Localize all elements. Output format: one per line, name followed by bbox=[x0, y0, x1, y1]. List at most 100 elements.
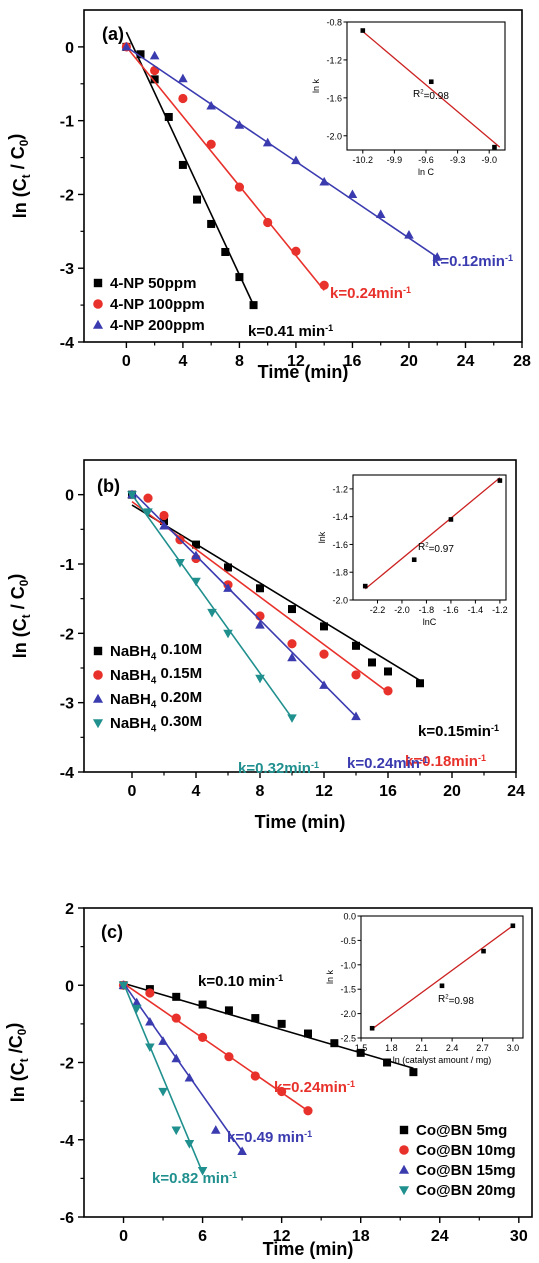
data-point bbox=[158, 1087, 168, 1097]
panel-c: 0 6 12 18 24 30 2 0 -2 -4 -6 Time (min) ln (Ct /C0) (… bbox=[4, 901, 533, 1259]
fit-line bbox=[131, 504, 421, 682]
data-point bbox=[184, 1072, 195, 1082]
data-point bbox=[256, 584, 264, 593]
series-1: k=0.15min-1 bbox=[128, 490, 499, 740]
x-axis-label: Time (min) bbox=[263, 1239, 354, 1259]
x-tick-label: 8 bbox=[235, 353, 244, 370]
legend-entry: 4-NP 50ppm bbox=[110, 275, 196, 292]
x-tick-label: 8 bbox=[256, 783, 265, 800]
data-point bbox=[319, 649, 329, 659]
legend-marker bbox=[92, 319, 104, 329]
x-tick-label: 6 bbox=[198, 1228, 207, 1245]
legend-entry: NaBH4 0.30M bbox=[110, 713, 202, 734]
x-tick-label: 16 bbox=[344, 353, 362, 370]
rate-constant-label: k=0.82 min-1 bbox=[152, 1170, 237, 1187]
data-point bbox=[127, 491, 137, 500]
inset-x-tick-label: -9.9 bbox=[387, 155, 403, 165]
inset-x-axis-label: lnC bbox=[423, 617, 437, 627]
plot-frame bbox=[83, 9, 523, 343]
inset-data-point bbox=[369, 1025, 375, 1031]
inset-fit-line bbox=[370, 925, 514, 1031]
x-tick-label: 18 bbox=[352, 1228, 370, 1245]
inset-y-tick-label: -1.4 bbox=[332, 512, 348, 522]
data-point bbox=[287, 652, 297, 662]
data-point bbox=[356, 1048, 365, 1057]
rate-constant-label: k=0.24min-1 bbox=[330, 285, 411, 302]
data-point bbox=[198, 1000, 207, 1009]
data-point bbox=[145, 1016, 155, 1026]
y-axis-label: ln (Ct / C0) bbox=[6, 134, 34, 218]
data-point bbox=[172, 992, 181, 1001]
inset-x-tick-label: -1.2 bbox=[492, 605, 508, 615]
data-point bbox=[207, 219, 216, 228]
series-1: k=0.10 min-1 bbox=[119, 973, 418, 1077]
x-tick-label: 24 bbox=[507, 783, 525, 800]
legend-entry: 4-NP 200ppm bbox=[110, 317, 205, 334]
series-3: k=0.49 min-1 bbox=[118, 980, 312, 1155]
panel-label: (a) bbox=[102, 24, 124, 44]
inset-data-point bbox=[497, 478, 503, 483]
fit-line bbox=[123, 982, 309, 1112]
data-point bbox=[197, 1167, 208, 1176]
fit-line bbox=[123, 982, 414, 1070]
data-point bbox=[178, 73, 188, 83]
data-point bbox=[255, 620, 265, 629]
data-point bbox=[224, 1006, 233, 1015]
legend: NaBH4 0.10M NaBH4 0.15M NaBH4 0.20M NaBH4 0… bbox=[92, 641, 202, 734]
y-tick-label: -2 bbox=[60, 187, 74, 204]
inset-x-tick-label: -9.3 bbox=[450, 155, 466, 165]
inset-y-tick-label: -2.5 bbox=[340, 1034, 356, 1044]
inset-y-axis-label: lnk bbox=[317, 531, 327, 543]
fit-line bbox=[125, 46, 438, 258]
data-point bbox=[223, 629, 233, 639]
data-point bbox=[158, 1036, 168, 1045]
inset-data-point bbox=[481, 948, 486, 954]
inset-y-tick-label: -2.0 bbox=[332, 596, 348, 606]
data-point bbox=[223, 583, 233, 592]
data-point bbox=[319, 176, 329, 186]
plot-frame bbox=[83, 459, 517, 773]
series-4: k=0.82 min-1 bbox=[118, 981, 237, 1187]
data-point bbox=[251, 1014, 260, 1023]
data-point bbox=[319, 680, 329, 689]
legend-marker bbox=[398, 1164, 410, 1174]
data-point bbox=[263, 217, 273, 228]
data-point bbox=[277, 1019, 286, 1028]
series-4: k=0.32min-1 bbox=[127, 491, 319, 777]
y-tick-label: -2 bbox=[60, 1056, 74, 1073]
rate-constant-label: k=0.12min-1 bbox=[432, 253, 513, 270]
fit-line bbox=[125, 31, 255, 306]
inset: -10.2 -9.9 -9.6 -9.3 -9.0 -0.8 -1.2 -1.6 -2.0 ln … bbox=[311, 18, 506, 177]
legend-marker bbox=[92, 719, 104, 729]
data-point bbox=[249, 301, 258, 310]
data-point bbox=[193, 195, 202, 204]
rate-constant-label: k=0.15min-1 bbox=[418, 723, 499, 740]
inset-x-axis-label: ln C bbox=[418, 167, 435, 177]
data-point bbox=[320, 622, 328, 631]
r-squared-label: R2=0.98 bbox=[413, 89, 449, 102]
inset: -2.2 -2.0 -1.8 -1.6 -1.4 -1.2 -1.2 -1.4 -1.6 -1.8… bbox=[317, 474, 508, 627]
x-tick-label: 4 bbox=[178, 353, 187, 370]
data-point bbox=[287, 639, 297, 649]
series-2: k=0.24min-1 bbox=[121, 42, 411, 302]
x-tick-label: 16 bbox=[379, 783, 397, 800]
fit-line bbox=[131, 494, 293, 719]
legend-entry: Co@BN 20mg bbox=[416, 1182, 516, 1199]
inset-y-tick-label: -1.5 bbox=[340, 985, 356, 995]
x-tick-label: 12 bbox=[273, 1228, 291, 1245]
data-point bbox=[210, 1125, 221, 1134]
data-point bbox=[383, 686, 393, 696]
y-tick-label: 0 bbox=[65, 488, 74, 505]
data-point bbox=[262, 137, 273, 147]
inset-y-tick-label: -2.0 bbox=[326, 131, 342, 141]
data-point bbox=[351, 711, 361, 721]
inset: 1.5 1.8 2.1 2.4 2.7 3.0 0.0 -0.5 -1.0 -1.5 -2.0 -2.… bbox=[325, 912, 524, 1065]
data-point bbox=[184, 1140, 195, 1149]
rate-constant-label: k=0.10 min-1 bbox=[198, 973, 283, 990]
inset-x-tick-label: -9.6 bbox=[418, 155, 434, 165]
data-point bbox=[143, 493, 153, 503]
data-point bbox=[235, 273, 244, 282]
legend-entry: NaBH4 0.15M bbox=[110, 665, 202, 686]
inset-x-tick-label: 1.8 bbox=[385, 1043, 398, 1053]
r-squared-label: R2=0.97 bbox=[418, 542, 454, 555]
